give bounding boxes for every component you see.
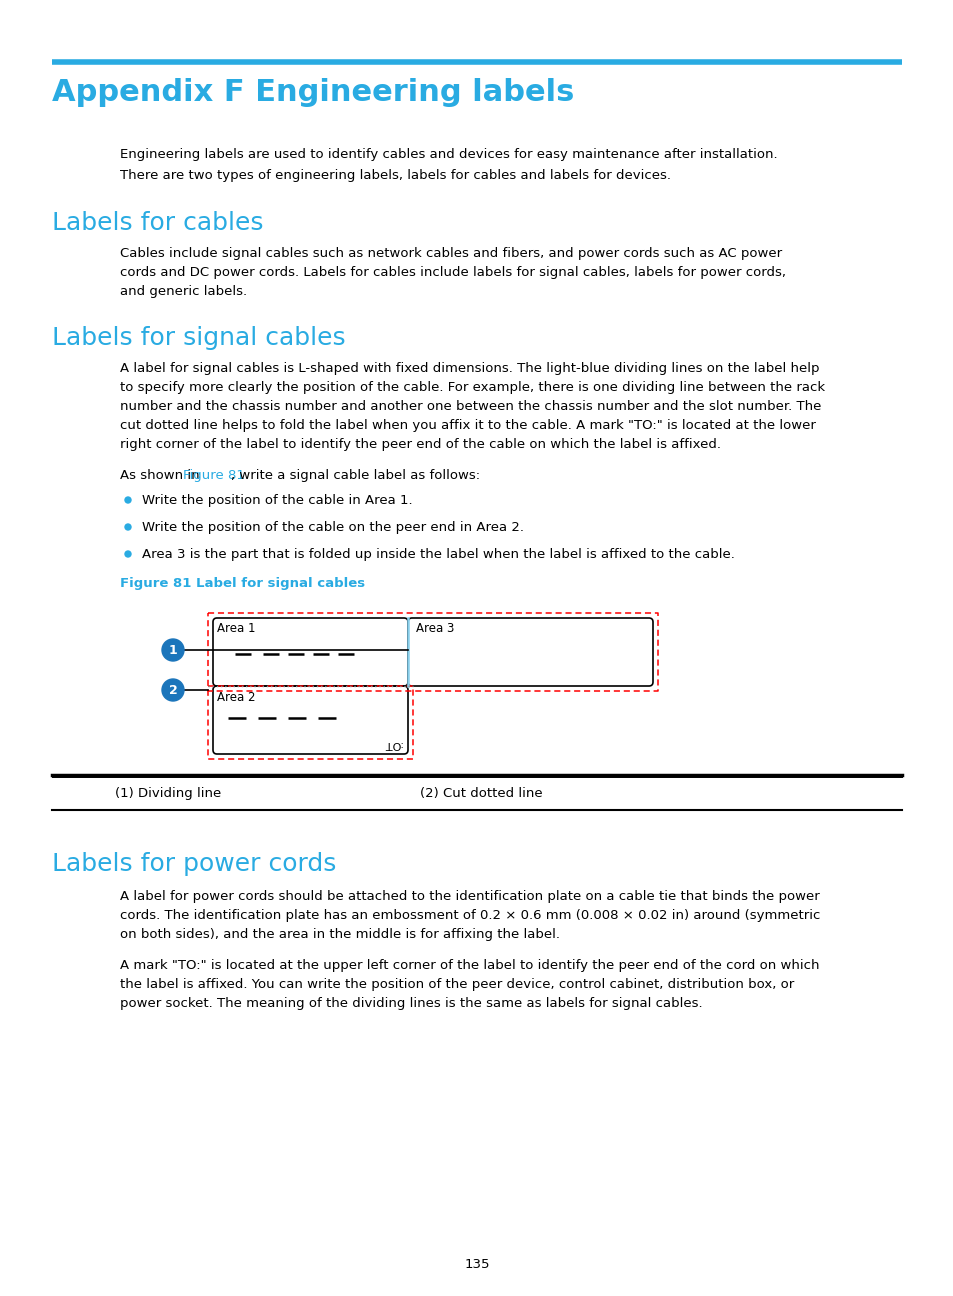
Text: A label for power cords should be attached to the identification plate on a cabl: A label for power cords should be attach… (120, 890, 819, 903)
Text: Engineering labels are used to identify cables and devices for easy maintenance : Engineering labels are used to identify … (120, 148, 777, 161)
Text: There are two types of engineering labels, labels for cables and labels for devi: There are two types of engineering label… (120, 168, 670, 181)
Circle shape (125, 524, 131, 530)
Text: on both sides), and the area in the middle is for affixing the label.: on both sides), and the area in the midd… (120, 928, 559, 941)
Text: Cables include signal cables such as network cables and fibers, and power cords : Cables include signal cables such as net… (120, 248, 781, 260)
Text: 2: 2 (169, 684, 177, 697)
Circle shape (162, 679, 184, 701)
Text: cut dotted line helps to fold the label when you affix it to the cable. A mark ": cut dotted line helps to fold the label … (120, 419, 815, 432)
Text: cords. The identification plate has an embossment of 0.2 × 0.6 mm (0.008 × 0.02 : cords. The identification plate has an e… (120, 908, 820, 921)
Text: Write the position of the cable on the peer end in Area 2.: Write the position of the cable on the p… (142, 521, 523, 534)
Text: Labels for power cords: Labels for power cords (52, 851, 336, 876)
Text: Area 3: Area 3 (416, 622, 454, 635)
Text: Area 1: Area 1 (216, 622, 255, 635)
Text: Appendix F Engineering labels: Appendix F Engineering labels (52, 78, 574, 108)
Text: As shown in: As shown in (120, 469, 204, 482)
Text: and generic labels.: and generic labels. (120, 285, 247, 298)
Text: :OT: :OT (382, 739, 401, 749)
Text: the label is affixed. You can write the position of the peer device, control cab: the label is affixed. You can write the … (120, 978, 794, 991)
Text: 135: 135 (464, 1258, 489, 1271)
Text: right corner of the label to identify the peer end of the cable on which the lab: right corner of the label to identify th… (120, 438, 720, 451)
Text: Write the position of the cable in Area 1.: Write the position of the cable in Area … (142, 494, 413, 507)
Text: number and the chassis number and another one between the chassis number and the: number and the chassis number and anothe… (120, 400, 821, 413)
Text: (2) Cut dotted line: (2) Cut dotted line (419, 787, 542, 800)
Text: Labels for signal cables: Labels for signal cables (52, 327, 345, 350)
Text: cords and DC power cords. Labels for cables include labels for signal cables, la: cords and DC power cords. Labels for cab… (120, 266, 785, 279)
Text: Figure 81 Label for signal cables: Figure 81 Label for signal cables (120, 577, 365, 590)
Text: , write a signal cable label as follows:: , write a signal cable label as follows: (231, 469, 479, 482)
Text: (1) Dividing line: (1) Dividing line (115, 787, 221, 800)
Text: Labels for cables: Labels for cables (52, 211, 263, 235)
Text: Figure 81: Figure 81 (183, 469, 245, 482)
Circle shape (162, 639, 184, 661)
Text: power socket. The meaning of the dividing lines is the same as labels for signal: power socket. The meaning of the dividin… (120, 997, 702, 1010)
Circle shape (125, 551, 131, 557)
Text: 1: 1 (169, 644, 177, 657)
Circle shape (125, 496, 131, 503)
Text: Area 2: Area 2 (216, 691, 255, 704)
Text: A label for signal cables is L-shaped with fixed dimensions. The light-blue divi: A label for signal cables is L-shaped wi… (120, 362, 819, 375)
Text: Area 3 is the part that is folded up inside the label when the label is affixed : Area 3 is the part that is folded up ins… (142, 548, 734, 561)
Text: A mark "TO:" is located at the upper left corner of the label to identify the pe: A mark "TO:" is located at the upper lef… (120, 959, 819, 972)
Text: to specify more clearly the position of the cable. For example, there is one div: to specify more clearly the position of … (120, 381, 824, 394)
